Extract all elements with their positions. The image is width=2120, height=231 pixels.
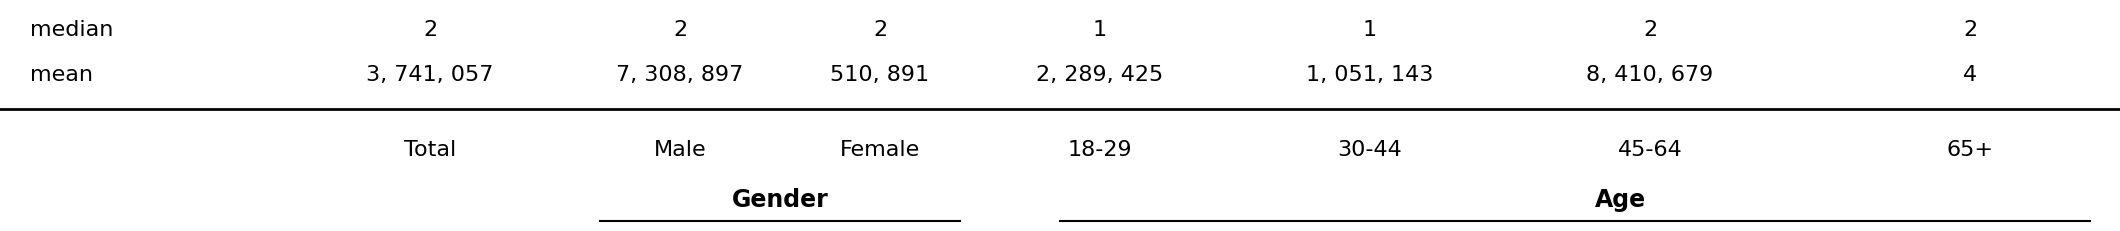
Text: Female: Female xyxy=(840,139,920,159)
Text: 2, 289, 425: 2, 289, 425 xyxy=(1037,65,1164,85)
Text: 8, 410, 679: 8, 410, 679 xyxy=(1586,65,1713,85)
Text: median: median xyxy=(30,20,112,40)
Text: 30-44: 30-44 xyxy=(1338,139,1401,159)
Text: 2: 2 xyxy=(1963,20,1978,40)
Text: 1, 051, 143: 1, 051, 143 xyxy=(1306,65,1433,85)
Text: 45-64: 45-64 xyxy=(1618,139,1683,159)
Text: 2: 2 xyxy=(672,20,687,40)
Text: 2: 2 xyxy=(1643,20,1658,40)
Text: 2: 2 xyxy=(873,20,886,40)
Text: Age: Age xyxy=(1594,187,1645,211)
Text: Male: Male xyxy=(653,139,706,159)
Text: 1: 1 xyxy=(1363,20,1378,40)
Text: Gender: Gender xyxy=(731,187,829,211)
Text: 510, 891: 510, 891 xyxy=(831,65,929,85)
Text: 1: 1 xyxy=(1094,20,1107,40)
Text: 65+: 65+ xyxy=(1946,139,1993,159)
Text: 7, 308, 897: 7, 308, 897 xyxy=(617,65,744,85)
Text: 4: 4 xyxy=(1963,65,1978,85)
Text: mean: mean xyxy=(30,65,93,85)
Text: 2: 2 xyxy=(422,20,437,40)
Text: 3, 741, 057: 3, 741, 057 xyxy=(367,65,494,85)
Text: 18-29: 18-29 xyxy=(1068,139,1132,159)
Text: Total: Total xyxy=(405,139,456,159)
